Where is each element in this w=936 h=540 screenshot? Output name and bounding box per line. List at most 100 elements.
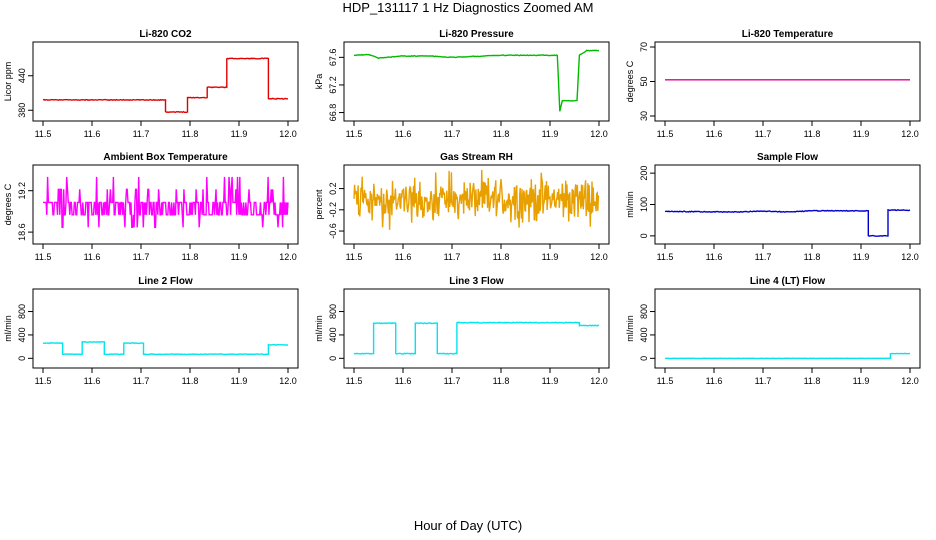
x-tick-label: 11.7 [133,129,150,139]
plot-frame [343,164,610,245]
x-tick-label: 11.5 [657,129,674,139]
x-axis: 11.5 11.6 11.7 11.8 11.9 12.0 [657,121,919,139]
panel-title: Li-820 Pressure [439,29,514,40]
y-tick-label: 100 [639,197,649,212]
x-tick-label: 12.0 [901,252,919,262]
x-tick-label: 11.8 [182,252,199,262]
x-tick-label: 12.0 [279,376,297,386]
x-tick-label: 11.8 [182,376,199,386]
y-axis: 0 400 800 [328,304,344,361]
y-tick-label: 800 [639,304,649,319]
x-axis: 11.5 11.6 11.7 11.8 11.9 12.0 [346,121,608,139]
x-tick-label: 11.8 [804,252,821,262]
panel-title: Line 3 Flow [449,276,504,287]
panel-title: Li-820 Temperature [742,29,834,40]
y-tick-label: 30 [639,111,649,121]
y-tick-label: 400 [328,327,338,342]
x-tick-label: 12.0 [590,376,608,386]
y-tick-label: 400 [17,327,27,342]
x-tick-label: 11.7 [133,252,150,262]
panel-title: Ambient Box Temperature [103,152,228,163]
chart-panel: Ambient Box Temperature degrees C 11.5 11.6… [3,152,299,262]
x-tick-label: 11.9 [231,376,248,386]
y-tick-label: 0 [639,233,649,238]
plot-frame [32,288,299,369]
chart-panel: Gas Stream RH percent 11.5 11.6 11.7 11.8 11.9… [314,152,610,262]
panel-title: Gas Stream RH [440,152,513,163]
x-tick-label: 11.6 [395,129,412,139]
x-tick-label: 11.8 [493,376,510,386]
x-tick-label: 11.7 [133,376,150,386]
y-axis: 18.6 19.2 [17,182,33,241]
y-tick-label: 800 [17,304,27,319]
x-tick-label: 11.9 [853,376,870,386]
x-axis: 11.5 11.6 11.7 11.8 11.9 12.0 [35,244,297,262]
x-tick-label: 11.6 [706,376,723,386]
y-tick-label: 400 [639,327,649,342]
series-line [353,169,600,230]
plot-frame [654,288,921,369]
chart-panel: Sample Flow ml/min 11.5 11.6 11.7 11.8 11.9 12.… [625,152,921,262]
chart-panel: Li-820 Pressure kPa 11.5 11.6 11.7 11.8 11.9 12… [314,29,610,139]
x-tick-label: 11.7 [755,252,772,262]
y-axis-label: ml/min [625,315,635,342]
y-tick-label: 18.6 [17,223,27,241]
x-axis: 11.5 11.6 11.7 11.8 11.9 12.0 [657,244,919,262]
panel-title: Sample Flow [757,152,818,163]
y-axis-label: ml/min [3,315,13,342]
series-line [353,49,600,112]
y-tick-label: 440 [17,68,27,83]
x-tick-label: 11.8 [493,129,510,139]
y-axis: 30 50 70 [639,42,655,121]
x-tick-label: 11.5 [657,252,674,262]
x-tick-label: 11.5 [35,252,52,262]
y-tick-label: 0 [17,356,27,361]
x-tick-label: 11.5 [346,376,363,386]
x-tick-label: 11.7 [755,129,772,139]
figure-title: HDP_131117 1 Hz Diagnostics Zoomed AM [342,0,594,15]
x-tick-label: 11.7 [444,252,461,262]
y-tick-label: 800 [328,304,338,319]
x-tick-label: 12.0 [590,252,608,262]
x-axis: 11.5 11.6 11.7 11.8 11.9 12.0 [346,368,608,386]
y-axis-label: degrees C [3,183,13,225]
y-axis: 380 440 [17,68,33,118]
series-line [42,340,289,356]
y-tick-label: 200 [639,166,649,181]
x-tick-label: 11.9 [853,252,870,262]
series-line [664,208,911,237]
panel-title: Li-820 CO2 [139,29,192,40]
x-tick-label: 12.0 [901,129,919,139]
x-tick-label: 11.5 [35,376,52,386]
x-tick-label: 11.7 [444,376,461,386]
x-tick-label: 11.5 [657,376,674,386]
x-tick-label: 11.6 [395,376,412,386]
x-tick-label: 12.0 [590,129,608,139]
x-tick-label: 11.9 [542,376,559,386]
x-tick-label: 11.9 [542,252,559,262]
series-line [43,176,289,229]
y-tick-label: -0.6 [328,223,338,239]
y-axis: -0.6 -0.2 0.2 [328,182,344,239]
x-tick-label: 11.8 [493,252,510,262]
plot-frame [343,288,610,369]
plot-frame [32,41,299,122]
y-tick-label: 380 [17,103,27,118]
y-tick-label: 0.2 [328,182,338,195]
x-axis: 11.5 11.6 11.7 11.8 11.9 12.0 [35,121,297,139]
x-tick-label: 11.6 [84,376,101,386]
plot-frame [32,164,299,245]
x-tick-label: 12.0 [279,129,297,139]
y-axis: 0 100 200 [639,166,655,238]
x-tick-label: 11.9 [542,129,559,139]
y-tick-label: 67.6 [328,49,338,67]
plot-frame [654,41,921,122]
y-axis: 0 400 800 [17,304,33,361]
x-axis-label: Hour of Day (UTC) [413,518,523,533]
x-tick-label: 11.5 [35,129,52,139]
y-tick-label: 67.2 [328,76,338,94]
